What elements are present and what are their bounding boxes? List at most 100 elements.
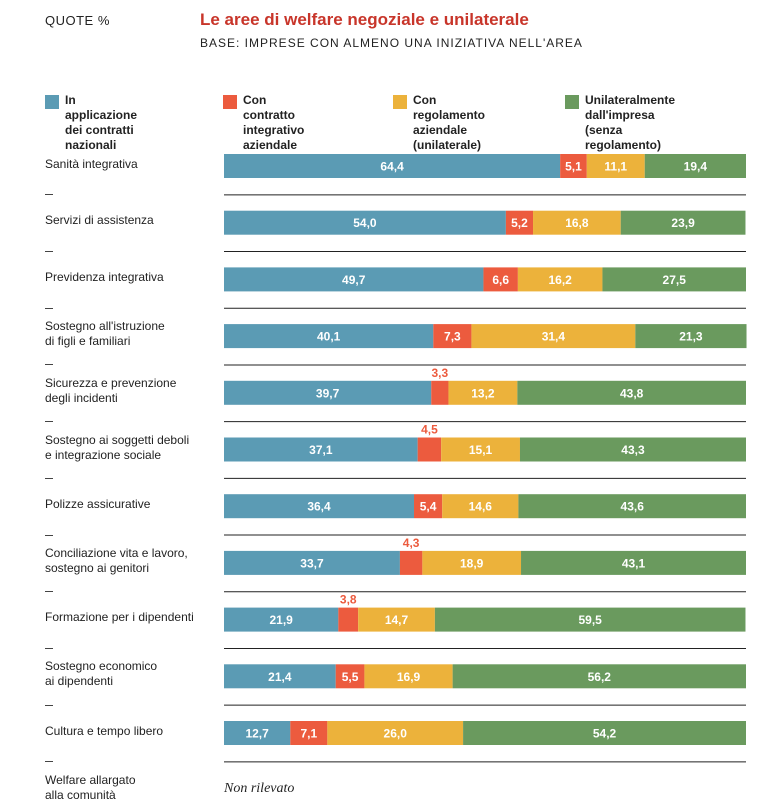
data-label: 12,7	[245, 727, 269, 741]
bar-segment	[224, 154, 561, 178]
data-label: 36,4	[307, 500, 331, 514]
bar-segment	[517, 380, 746, 405]
bar-segment	[635, 324, 747, 349]
data-label: 43,6	[621, 500, 645, 514]
bar-segment	[441, 437, 520, 462]
data-label: 7,3	[444, 330, 461, 344]
data-label: 33,7	[300, 556, 324, 570]
legend-label: Unilateralmente dall'impresa (senza rego…	[585, 93, 676, 152]
chart-title: Le aree di welfare negoziale e unilatera…	[200, 10, 529, 29]
data-label: 49,7	[342, 273, 366, 287]
data-label: 14,6	[469, 500, 493, 514]
legend-swatch-blue	[45, 95, 59, 109]
category-label: Formazione per i dipendenti	[45, 610, 194, 625]
data-label: 5,4	[420, 500, 437, 514]
legend-swatch-green	[565, 95, 579, 109]
data-label: 19,4	[684, 160, 708, 174]
bar-segment	[434, 607, 746, 632]
category-label: Welfare allargato alla comunità	[45, 772, 136, 802]
category-label: Servizi di assistenza	[45, 213, 154, 228]
bar-segment	[586, 154, 645, 178]
bar-segment	[399, 550, 423, 575]
bar-segment	[224, 380, 432, 405]
legend-label: Con contratto integrativo aziendale	[243, 93, 305, 152]
row-tick	[45, 194, 53, 196]
not-surveyed-note: Non rilevato	[224, 780, 295, 796]
bar-segment	[560, 154, 587, 178]
data-label: 16,9	[397, 670, 421, 684]
data-label: 21,4	[268, 670, 292, 684]
bar-segment	[620, 210, 746, 235]
row-tick	[45, 591, 53, 593]
bar-segment	[327, 721, 464, 745]
data-label: 16,8	[565, 216, 589, 230]
data-label: 6,6	[492, 273, 509, 287]
category-label: Sostegno economico ai dipendenti	[45, 659, 158, 689]
bar-segment	[483, 267, 518, 292]
data-label: 39,7	[316, 386, 340, 400]
data-label: 3,8	[340, 593, 357, 607]
bar-segment	[602, 267, 746, 292]
bar-segment	[452, 664, 746, 689]
bar-segment	[224, 210, 506, 235]
bar-segment	[224, 664, 336, 689]
category-label: Sicurezza e prevenzione degli incidenti	[45, 375, 177, 405]
data-label: 15,1	[469, 443, 493, 457]
row-tick	[45, 761, 53, 763]
data-label: 56,2	[588, 670, 612, 684]
data-label: 26,0	[384, 727, 408, 741]
data-label: 18,9	[460, 556, 484, 570]
row-tick	[45, 307, 53, 309]
bar-segment	[224, 550, 400, 575]
data-label: 37,1	[309, 443, 333, 457]
bar-segment	[417, 437, 442, 462]
data-label: 5,2	[511, 216, 528, 230]
category-label: Previdenza integrativa	[45, 269, 164, 284]
bar-segment	[463, 721, 746, 745]
bar-segment	[224, 721, 291, 745]
legend-swatch-red	[223, 95, 237, 109]
data-label: 5,1	[565, 160, 582, 174]
data-label: 31,4	[542, 330, 566, 344]
legend-label: Con regolamento aziendale (unilaterale)	[413, 93, 486, 152]
legend-swatch-yellow	[393, 95, 407, 109]
data-label: 21,9	[269, 613, 293, 627]
row-tick	[45, 251, 53, 253]
category-label: Polizze assicurative	[45, 496, 151, 511]
data-label: 23,9	[671, 216, 695, 230]
data-label: 43,1	[622, 556, 646, 570]
row-tick	[45, 421, 53, 423]
bar-segment	[519, 437, 746, 462]
category-label: Cultura e tempo libero	[45, 723, 164, 738]
bar-segment	[422, 550, 522, 575]
bar-segment	[518, 494, 746, 519]
bar-segment	[442, 494, 519, 519]
bar-segment	[224, 267, 484, 292]
bar-segment	[521, 550, 746, 575]
data-label: 4,5	[421, 423, 438, 437]
bar-segment	[431, 380, 449, 405]
bar-segment	[517, 267, 603, 292]
category-label: Sostegno all'istruzione di figli e famil…	[45, 319, 165, 349]
data-label: 43,3	[621, 443, 645, 457]
row-tick	[45, 364, 53, 366]
bar-segment	[448, 380, 518, 405]
chart-subtitle: BASE: IMPRESE CON ALMENO UNA INIZIATIVA …	[200, 36, 583, 50]
category-label: Conciliazione vita e lavoro, sostegno ai…	[45, 545, 188, 575]
data-label: 14,7	[385, 613, 409, 627]
data-label: 4,3	[403, 536, 420, 550]
data-label: 59,5	[579, 613, 603, 627]
row-tick	[45, 647, 53, 649]
bar-segment	[471, 324, 636, 349]
category-label: Sostegno ai soggetti deboli e integrazio…	[45, 432, 190, 462]
unit-label: QUOTE %	[45, 13, 110, 28]
legend-label: In applicazione dei contratti nazionali	[65, 93, 138, 152]
bar-segment	[290, 721, 328, 745]
row-tick	[45, 704, 53, 706]
category-label: Sanità integrativa	[45, 156, 138, 171]
bar-segment	[433, 324, 472, 349]
data-label: 13,2	[471, 386, 495, 400]
bar-segment	[335, 664, 365, 689]
bar-segment	[358, 607, 435, 632]
